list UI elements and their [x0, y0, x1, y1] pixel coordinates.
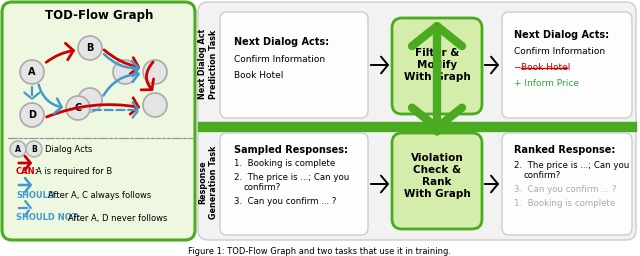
- Text: Dialog Acts: Dialog Acts: [45, 144, 92, 154]
- Circle shape: [78, 36, 102, 60]
- Text: + Inform Price: + Inform Price: [514, 80, 579, 89]
- Text: A: A: [15, 144, 21, 154]
- FancyBboxPatch shape: [2, 2, 195, 240]
- Text: 2.  The price is ...; Can you: 2. The price is ...; Can you: [234, 173, 349, 182]
- Text: Violation: Violation: [411, 153, 463, 163]
- Circle shape: [113, 60, 137, 84]
- Text: Rank: Rank: [422, 177, 452, 187]
- Text: confirm?: confirm?: [244, 184, 281, 193]
- Circle shape: [10, 141, 26, 157]
- Text: Filter &: Filter &: [415, 48, 459, 58]
- Text: 1.  Booking is complete: 1. Booking is complete: [514, 198, 615, 208]
- Text: C: C: [74, 103, 82, 113]
- Text: Modify: Modify: [417, 60, 457, 70]
- Text: Book Hotel: Book Hotel: [521, 63, 570, 72]
- Text: Next Dialog Act
Prediction Task: Next Dialog Act Prediction Task: [198, 29, 218, 99]
- Text: With Graph: With Graph: [404, 189, 470, 199]
- Circle shape: [20, 103, 44, 127]
- Circle shape: [66, 96, 90, 120]
- Text: 3.  Can you confirm ... ?: 3. Can you confirm ... ?: [234, 197, 337, 206]
- Circle shape: [143, 93, 167, 117]
- Text: A is required for B: A is required for B: [36, 167, 112, 176]
- Circle shape: [143, 60, 167, 84]
- Text: Ranked Response:: Ranked Response:: [514, 145, 616, 155]
- Text: TOD-Flow Graph: TOD-Flow Graph: [45, 8, 153, 22]
- Text: Sampled Responses:: Sampled Responses:: [234, 145, 348, 155]
- FancyBboxPatch shape: [392, 18, 482, 114]
- Text: Book Hotel: Book Hotel: [234, 71, 284, 80]
- Text: Confirm Information: Confirm Information: [234, 56, 325, 65]
- Text: Confirm Information: Confirm Information: [514, 48, 605, 57]
- Text: −: −: [514, 63, 524, 72]
- Text: CAN:: CAN:: [16, 167, 39, 176]
- FancyBboxPatch shape: [198, 2, 636, 240]
- Circle shape: [20, 60, 44, 84]
- Text: 2.  The price is ...; Can you: 2. The price is ...; Can you: [514, 161, 629, 169]
- FancyBboxPatch shape: [502, 12, 632, 118]
- Text: Next Dialog Acts:: Next Dialog Acts:: [514, 30, 609, 40]
- Circle shape: [26, 141, 42, 157]
- FancyBboxPatch shape: [220, 133, 368, 235]
- Text: After A, C always follows: After A, C always follows: [48, 190, 151, 199]
- Circle shape: [78, 88, 102, 112]
- FancyBboxPatch shape: [220, 12, 368, 118]
- Text: After A, D never follows: After A, D never follows: [68, 214, 168, 222]
- Text: Check &: Check &: [413, 165, 461, 175]
- Text: B: B: [31, 144, 37, 154]
- Text: Response
Generation Task: Response Generation Task: [198, 145, 218, 219]
- Text: Next Dialog Acts:: Next Dialog Acts:: [234, 37, 329, 47]
- Text: confirm?: confirm?: [524, 172, 561, 180]
- Text: 1.  Booking is complete: 1. Booking is complete: [234, 159, 335, 168]
- FancyBboxPatch shape: [392, 133, 482, 229]
- Text: SHOULD NOT:: SHOULD NOT:: [16, 214, 81, 222]
- Text: With Graph: With Graph: [404, 72, 470, 82]
- FancyBboxPatch shape: [502, 133, 632, 235]
- Text: B: B: [86, 43, 93, 53]
- Text: Figure 1: TOD-Flow Graph and two tasks that use it in training.: Figure 1: TOD-Flow Graph and two tasks t…: [189, 247, 451, 255]
- Text: 3.  Can you confirm ... ?: 3. Can you confirm ... ?: [514, 186, 616, 195]
- Text: A: A: [28, 67, 36, 77]
- Text: D: D: [28, 110, 36, 120]
- Text: SHOULD:: SHOULD:: [16, 190, 58, 199]
